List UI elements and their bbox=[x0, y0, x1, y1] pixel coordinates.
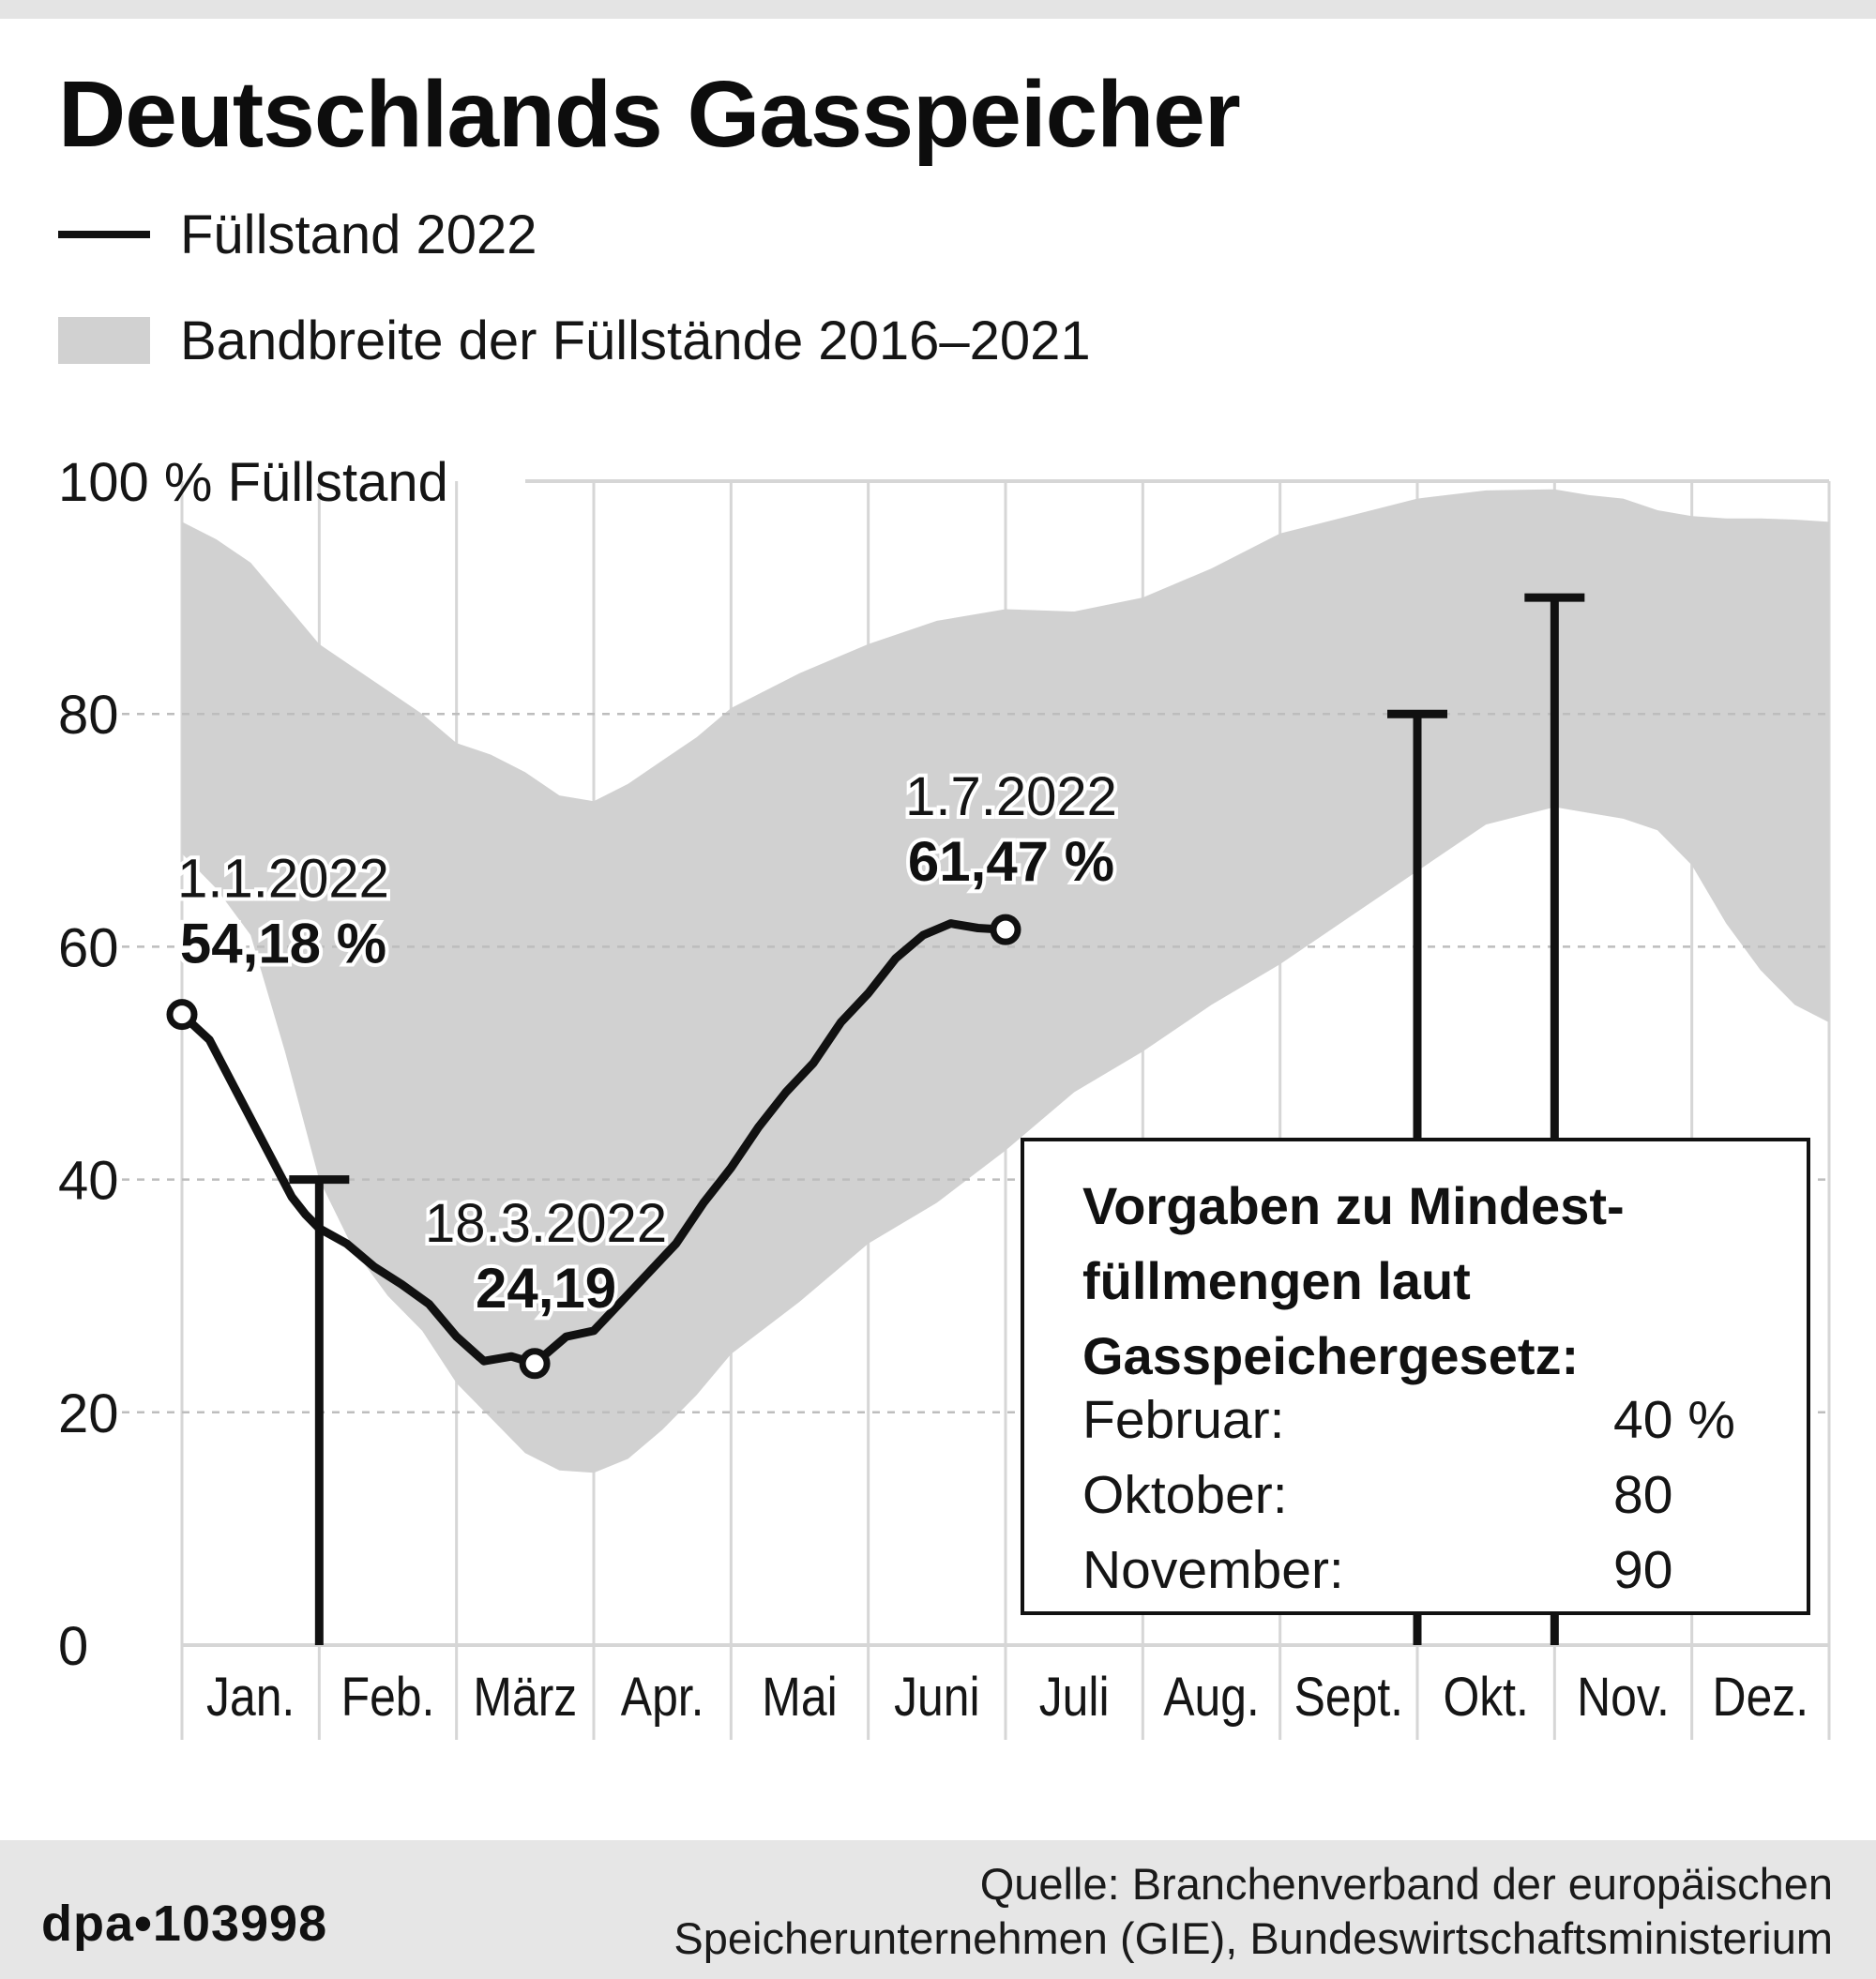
info-box-row-label: Oktober: bbox=[1082, 1465, 1288, 1525]
data-point-marker bbox=[990, 914, 1021, 945]
footer: dpa•103998 Quelle: Branchenverband der e… bbox=[0, 1840, 1876, 1979]
legend-item-line: Füllstand 2022 bbox=[58, 202, 537, 267]
source-note: Quelle: Branchenverband der europäischen… bbox=[673, 1857, 1833, 1966]
legend-item-band: Bandbreite der Füllstände 2016–2021 bbox=[58, 308, 1091, 373]
top-bar bbox=[0, 0, 1876, 19]
series-line-2022 bbox=[177, 919, 1010, 1368]
target-info-box bbox=[1021, 1138, 1810, 1615]
legend-band-label: Bandbreite der Füllstände 2016–2021 bbox=[180, 310, 1091, 371]
source-line-1: Quelle: Branchenverband der europäischen bbox=[979, 1859, 1833, 1909]
info-box-row-value: 90 bbox=[1613, 1540, 1672, 1600]
annotation-value: 54,18 % bbox=[180, 913, 386, 975]
x-tick-label: Juli bbox=[1039, 1668, 1110, 1728]
x-tick-label: Sept. bbox=[1294, 1668, 1403, 1728]
x-tick-label: Mai bbox=[762, 1668, 837, 1728]
y-tick-label: 20 bbox=[58, 1383, 119, 1444]
dpa-brand: dpa•103998 bbox=[41, 1896, 328, 1952]
info-box-heading: Vorgaben zu Mindest- bbox=[1082, 1176, 1625, 1235]
y-tick-label: 0 bbox=[58, 1616, 88, 1677]
y-tick-label: 80 bbox=[58, 685, 119, 746]
annotation-date: 1.7.2022 bbox=[905, 766, 1117, 827]
info-box-row-value: 80 bbox=[1613, 1465, 1672, 1525]
x-tick-label: Juni bbox=[894, 1668, 979, 1728]
annotation-value: 24,19 bbox=[476, 1257, 616, 1320]
y-tick-label: 60 bbox=[58, 917, 119, 978]
annotation-date: 18.3.2022 bbox=[425, 1193, 667, 1254]
x-tick-label: Aug. bbox=[1163, 1668, 1260, 1728]
x-tick-label: Jan. bbox=[206, 1668, 295, 1728]
data-point-marker bbox=[166, 999, 198, 1031]
legend-band-swatch bbox=[58, 317, 150, 364]
x-tick-label: Feb. bbox=[341, 1668, 435, 1728]
annotation-date: 1.1.2022 bbox=[177, 849, 389, 910]
annotation-value: 61,47 % bbox=[908, 830, 1114, 893]
gas-storage-chart: 0 20 40 60 80 100 % Füllstand Jan. Feb. März Apr.… bbox=[58, 452, 1831, 1740]
x-tick-label: Okt. bbox=[1443, 1668, 1528, 1728]
x-tick-label: Apr. bbox=[621, 1668, 704, 1728]
info-box-row-label: November: bbox=[1082, 1540, 1344, 1600]
data-point-marker bbox=[519, 1348, 551, 1380]
y-tick-label: 100 % Füllstand bbox=[58, 452, 448, 513]
source-line-2: Speicherunternehmen (GIE), Bundeswirtsch… bbox=[673, 1913, 1833, 1963]
legend-line-swatch bbox=[58, 231, 150, 238]
legend-line-label: Füllstand 2022 bbox=[180, 204, 537, 265]
info-box-heading: Gasspeichergesetz: bbox=[1082, 1326, 1579, 1385]
x-tick-label: März bbox=[473, 1668, 577, 1728]
x-tick-label: Dez. bbox=[1713, 1668, 1809, 1728]
y-tick-label: 40 bbox=[58, 1151, 119, 1212]
x-tick-label: Nov. bbox=[1577, 1668, 1670, 1728]
info-box-row-label: Februar: bbox=[1082, 1390, 1284, 1450]
chart-title: Deutschlands Gasspeicher bbox=[58, 62, 1241, 167]
info-box-row-value: 40 % bbox=[1613, 1390, 1735, 1450]
info-box-heading: füllmengen laut bbox=[1082, 1251, 1471, 1310]
